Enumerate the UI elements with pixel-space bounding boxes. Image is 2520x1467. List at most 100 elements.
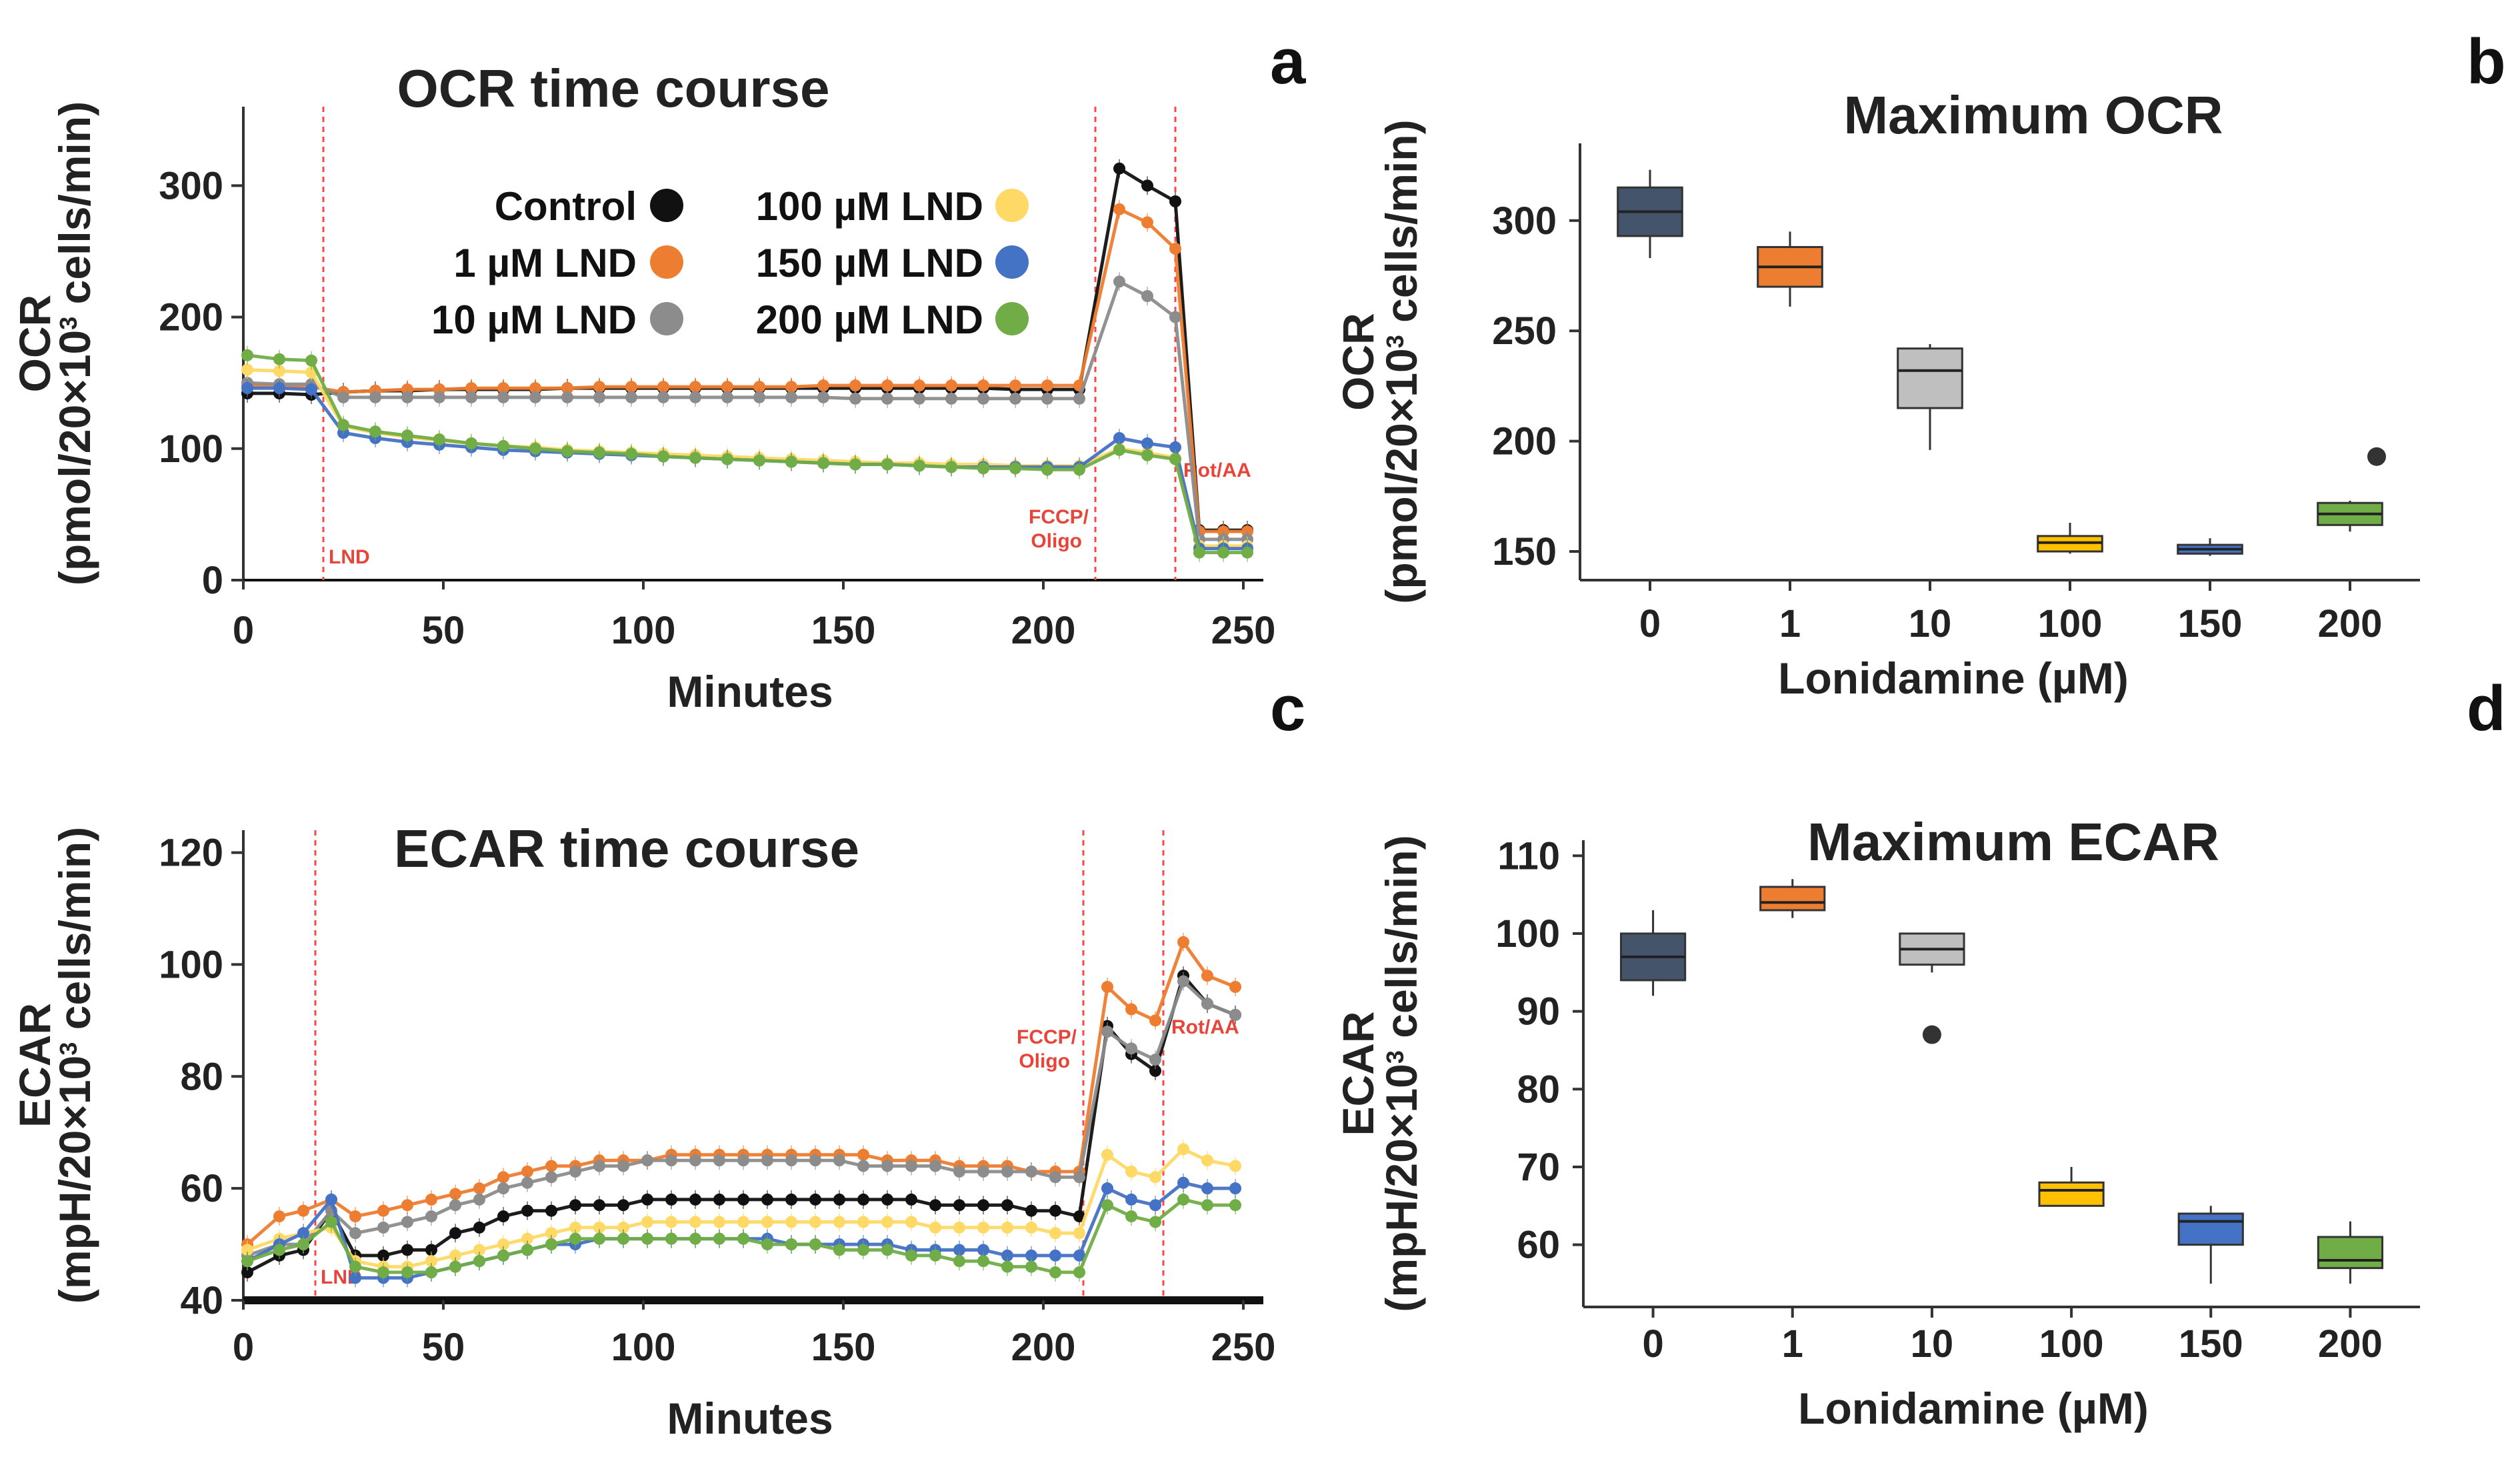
chart-title: OCR time course <box>397 59 829 118</box>
x-tick-label: 200 <box>2318 602 2383 645</box>
data-point-lnd1 <box>753 381 765 393</box>
data-point-lnd1 <box>913 379 925 392</box>
data-point-lnd200 <box>881 458 893 471</box>
data-point-lnd150 <box>1229 1182 1241 1195</box>
data-point-lnd150 <box>305 383 317 396</box>
data-point-lnd10 <box>721 391 733 403</box>
x-tick-label: 150 <box>2178 602 2243 645</box>
data-point-lnd200 <box>593 446 605 459</box>
series-line-lnd1 <box>247 207 1247 533</box>
data-point-lnd10 <box>713 1154 725 1167</box>
data-point-lnd200 <box>1049 1266 1061 1279</box>
data-point-lnd10 <box>349 1227 361 1240</box>
data-point-lnd150 <box>953 1244 965 1256</box>
data-point-lnd200 <box>721 453 733 465</box>
data-point-lnd200 <box>1241 546 1253 559</box>
x-tick-label: 250 <box>1211 1326 1276 1369</box>
data-point-lnd200 <box>809 1238 821 1251</box>
data-point-lnd100 <box>1073 1227 1085 1240</box>
data-point-lnd200 <box>713 1232 725 1245</box>
box-outlier <box>2367 447 2386 466</box>
data-point-lnd10 <box>1125 1042 1137 1055</box>
box-10 <box>1897 347 1963 409</box>
y-tick-label: 100 <box>159 427 223 471</box>
data-point-lnd100 <box>545 1227 557 1240</box>
data-point-lnd200 <box>593 1232 605 1245</box>
data-point-lnd1 <box>1125 1003 1137 1016</box>
data-point-lnd200 <box>1201 1199 1213 1212</box>
data-point-lnd200 <box>561 445 573 457</box>
data-point-control <box>905 1193 917 1206</box>
data-point-lnd150 <box>297 1227 309 1240</box>
y-tick-label: 100 <box>1495 912 1560 956</box>
y-tick-label: 110 <box>1497 834 1560 878</box>
data-point-lnd10 <box>337 391 349 403</box>
data-point-lnd200 <box>1025 1260 1037 1273</box>
data-point-lnd100 <box>1025 1221 1037 1234</box>
data-point-control <box>737 1193 749 1206</box>
data-point-lnd200 <box>369 425 381 438</box>
data-point-lnd100 <box>665 1216 677 1228</box>
data-point-lnd200 <box>497 1249 509 1262</box>
data-point-lnd200 <box>1217 546 1229 559</box>
data-point-lnd150 <box>1177 1176 1189 1189</box>
data-point-lnd1 <box>977 379 989 392</box>
data-point-lnd1 <box>425 1193 437 1206</box>
data-point-lnd150 <box>1025 1249 1037 1262</box>
data-point-control <box>665 1193 677 1206</box>
data-point-lnd10 <box>369 391 381 403</box>
data-point-lnd1 <box>857 1148 869 1161</box>
data-point-lnd1 <box>1113 203 1125 215</box>
data-point-lnd1 <box>449 1188 461 1200</box>
x-tick-label: 100 <box>611 609 676 652</box>
data-point-lnd10 <box>1041 392 1053 405</box>
data-point-lnd200 <box>529 442 541 455</box>
data-point-lnd150 <box>1101 1182 1113 1195</box>
legend-swatch-lnd1 <box>650 245 683 279</box>
data-point-lnd200 <box>689 451 701 464</box>
data-point-control <box>473 1221 485 1234</box>
y-tick-label: 60 <box>1517 1224 1560 1267</box>
data-point-lnd100 <box>1149 1171 1161 1184</box>
legend-label-lnd1: 1 µM LND <box>453 241 637 285</box>
data-point-lnd10 <box>945 392 957 405</box>
data-point-control <box>425 1244 437 1256</box>
y-tick-label: 90 <box>1517 990 1560 1034</box>
data-point-lnd200 <box>753 454 765 467</box>
data-point-lnd200 <box>977 462 989 475</box>
x-tick-label: 100 <box>611 1326 676 1369</box>
data-point-lnd10 <box>401 391 413 403</box>
data-point-lnd10 <box>1025 1165 1037 1178</box>
data-point-lnd200 <box>929 1249 941 1262</box>
x-tick-label: 1 <box>1782 1322 1803 1366</box>
data-point-lnd100 <box>833 1216 845 1228</box>
box-outlier <box>1922 1025 1941 1044</box>
data-point-lnd200 <box>1073 463 1085 476</box>
data-point-lnd100 <box>857 1216 869 1228</box>
data-point-lnd1 <box>625 381 637 393</box>
data-point-lnd10 <box>689 1154 701 1167</box>
data-point-lnd10 <box>1177 975 1189 988</box>
box-200 <box>2317 1236 2384 1270</box>
data-point-lnd200 <box>241 1255 253 1268</box>
data-point-lnd10 <box>1101 1026 1113 1038</box>
data-point-lnd150 <box>273 382 285 395</box>
legend-label-lnd200: 200 µM LND <box>756 297 983 342</box>
x-tick-label: 0 <box>1639 602 1661 645</box>
data-point-lnd1 <box>497 1171 509 1184</box>
data-point-lnd1 <box>401 1199 413 1212</box>
x-axis-title: Lonidamine (µM) <box>1778 653 2129 703</box>
data-point-lnd100 <box>1229 1160 1241 1172</box>
data-point-lnd10 <box>809 1154 821 1167</box>
y-tick-label: 80 <box>180 1055 223 1098</box>
y-tick-label: 300 <box>1492 199 1557 243</box>
data-point-lnd10 <box>849 392 861 405</box>
data-point-lnd200 <box>737 1232 749 1245</box>
data-point-lnd10 <box>545 1171 557 1184</box>
data-point-control <box>809 1193 821 1206</box>
data-point-lnd100 <box>1201 1154 1213 1167</box>
injection-label-fccp-oligo: FCCP/Oligo <box>1017 1026 1077 1072</box>
y-tick-label: 250 <box>1492 309 1557 353</box>
x-tick-label: 10 <box>1909 602 1952 645</box>
